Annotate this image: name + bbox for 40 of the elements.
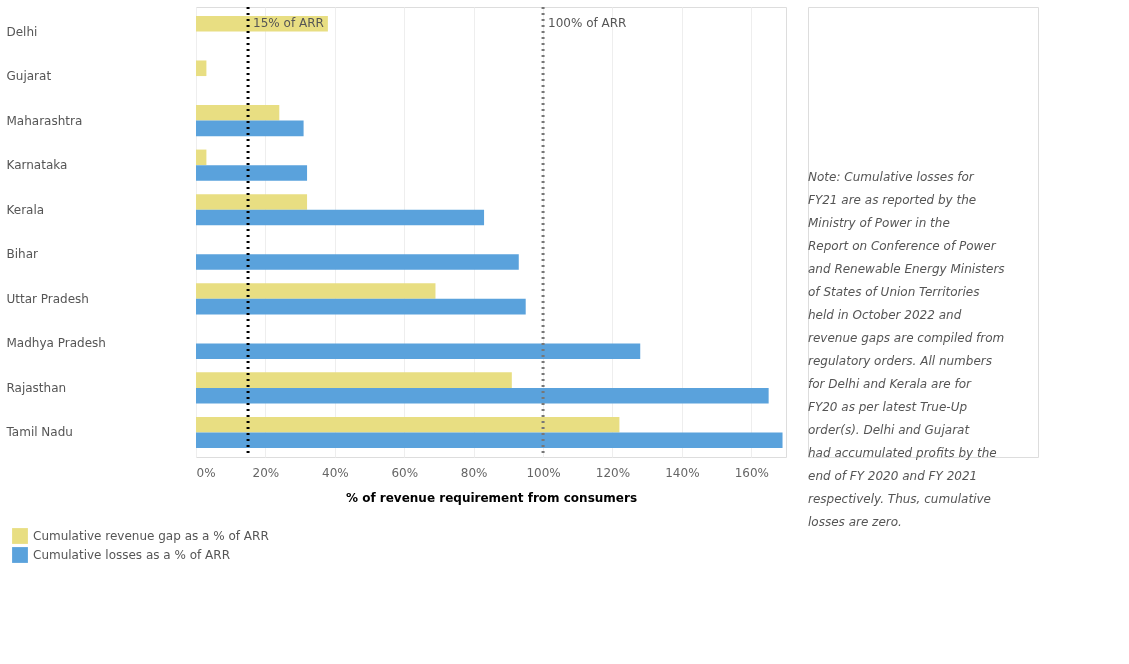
- x-tick-label: 120%: [595, 465, 631, 480]
- bar: [196, 283, 436, 299]
- bar: [196, 387, 769, 404]
- bar: [196, 165, 308, 181]
- bar: [196, 343, 641, 359]
- bar: [196, 209, 485, 226]
- x-tick-label: 20%: [252, 465, 280, 480]
- y-tick-label: Delhi: [6, 24, 38, 39]
- bar: [196, 120, 304, 137]
- legend-label: Cumulative losses as a % of ARR: [33, 548, 231, 562]
- bar: [196, 298, 526, 315]
- y-tick-label: Tamil Nadu: [5, 425, 73, 440]
- bar: [196, 372, 512, 388]
- y-tick-label: Rajasthan: [6, 380, 67, 395]
- y-tick-label: Maharashtra: [6, 113, 83, 128]
- x-tick-label: 100%: [526, 465, 561, 480]
- bar: [196, 254, 519, 270]
- ref-line-label: 15% of ARR: [253, 16, 324, 30]
- bar: [196, 149, 207, 166]
- legend-label: Cumulative revenue gap as a % of ARR: [33, 529, 269, 543]
- y-tick-label: Bihar: [6, 247, 39, 262]
- y-tick-label: Madhya Pradesh: [6, 336, 106, 351]
- ref-line-label: 100% of ARR: [548, 16, 627, 30]
- bar: [196, 105, 280, 121]
- x-tick-label: 60%: [391, 465, 419, 480]
- x-tick-label: 160%: [734, 465, 769, 480]
- y-tick-label: Kerala: [6, 202, 45, 217]
- x-tick-label: 80%: [460, 465, 488, 480]
- bar: [196, 60, 207, 77]
- y-tick-label: Gujarat: [6, 69, 52, 84]
- y-tick-label: Uttar Pradesh: [6, 291, 89, 306]
- bar: [196, 416, 620, 433]
- x-tick-label: 0%: [196, 465, 216, 480]
- y-tick-label: Karnataka: [6, 158, 68, 173]
- x-tick-label: 140%: [665, 465, 700, 480]
- x-tick-label: 40%: [321, 465, 349, 480]
- text: Note: Cumulative losses for FY21 are as reported by the Ministry of Power in the Report on Conference of Power and Renewable Energy Ministers of States of Union Territories held in October 2022 and revenue gaps are compiled from regulatory orders. All numbers for Delhi and Kerala are for FY20 as per latest True-Up order(s). Delhi and Gujarat had accumulated profits by the end of FY 2020 and FY 2021 respectively. Thus, cumulative losses are zero.: [808, 170, 1005, 529]
- bar: [196, 432, 783, 449]
- bar: [196, 194, 308, 210]
- x-axis-title: % of revenue requirement from consumers: [345, 490, 638, 505]
